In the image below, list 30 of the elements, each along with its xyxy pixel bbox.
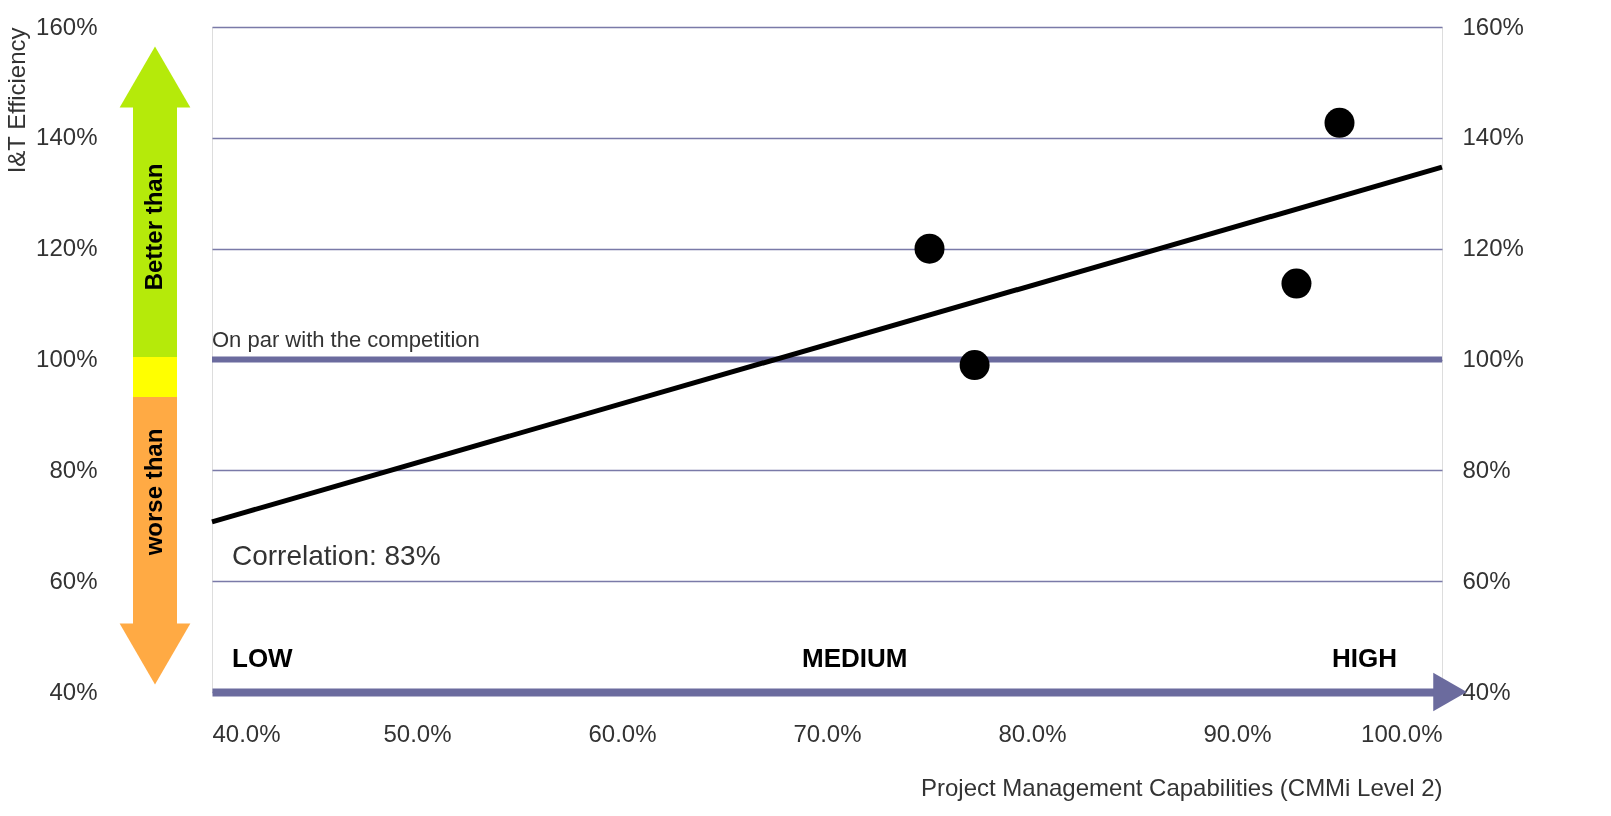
- x-tick-label: 80.0%: [998, 719, 1067, 747]
- x-tick-label: 40.0%: [212, 719, 281, 747]
- text: worse than: [140, 428, 167, 557]
- y-tick-label: 80%: [49, 455, 98, 483]
- y2-tick-label: 60%: [1462, 566, 1511, 594]
- annotation: Correlation: 83%: [232, 540, 441, 571]
- x-tick-label: 70.0%: [793, 719, 862, 747]
- annotation: MEDIUM: [802, 643, 908, 673]
- y2-tick-label: 100%: [1462, 345, 1524, 372]
- annotation: HIGH: [1332, 643, 1397, 673]
- x-axis-title: Project Management Capabilities (CMMi Level 2): [920, 773, 1443, 801]
- text: Better than: [140, 163, 167, 291]
- x-tick-label: 90.0%: [1203, 719, 1272, 747]
- y-axis-title: I&T Efficiency: [3, 27, 31, 174]
- y2-tick-label: 160%: [1462, 12, 1524, 40]
- y-tick-label: 40%: [49, 677, 98, 705]
- y-tick-label: 160%: [36, 12, 98, 40]
- annotation: LOW: [232, 643, 294, 673]
- y2-tick-label: 140%: [1462, 123, 1524, 151]
- ref-line-label: On par with the competition: [212, 326, 480, 352]
- x-tick-label: 100.0%: [1361, 719, 1443, 747]
- y-tick-label: 100%: [36, 345, 98, 372]
- y-tick-label: 140%: [36, 123, 98, 151]
- y-tick-label: 60%: [49, 566, 98, 594]
- x-tick-label: 60.0%: [588, 719, 657, 747]
- y-tick-label: 120%: [36, 234, 98, 262]
- y2-tick-label: 120%: [1462, 234, 1524, 262]
- x-tick-label: 50.0%: [383, 719, 452, 747]
- y2-tick-label: 40%: [1462, 677, 1511, 705]
- y2-tick-label: 80%: [1462, 455, 1511, 483]
